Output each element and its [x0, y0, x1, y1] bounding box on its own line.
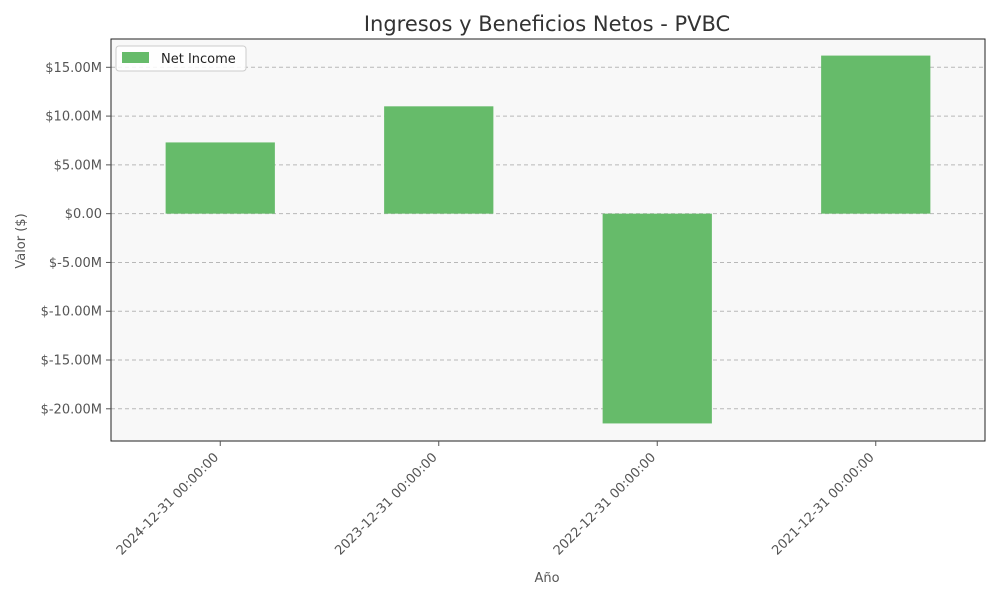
y-tick-label: $15.00M: [45, 61, 102, 76]
chart-title: Ingresos y Beneficios Netos - PVBC: [364, 12, 730, 36]
bar-net-income: [384, 106, 494, 214]
plot-frame: [110, 38, 986, 442]
bar-net-income: [165, 142, 275, 214]
x-axis-title: Año: [534, 571, 559, 586]
bar-net-income: [602, 213, 712, 424]
y-tick-label: $10.00M: [45, 110, 102, 125]
y-tick-label: $-10.00M: [41, 305, 102, 320]
y-tick-label: $0.00: [65, 207, 102, 222]
y-tick-label: $-20.00M: [41, 402, 102, 417]
bar-net-income: [821, 55, 931, 214]
y-tick-label: $-15.00M: [41, 354, 102, 369]
y-axis-title: Valor ($): [14, 213, 29, 268]
legend-swatch: [122, 52, 149, 63]
y-tick-label: $5.00M: [54, 158, 102, 173]
legend-label: Net Income: [161, 52, 236, 67]
legend: Net Income: [115, 45, 247, 72]
bars: [165, 55, 931, 424]
y-tick-label: $-5.00M: [49, 256, 102, 271]
y-axis-ticks: $15.00M $10.00M $5.00M $0.00 $-5.00M $-10.00M…: [41, 61, 111, 417]
